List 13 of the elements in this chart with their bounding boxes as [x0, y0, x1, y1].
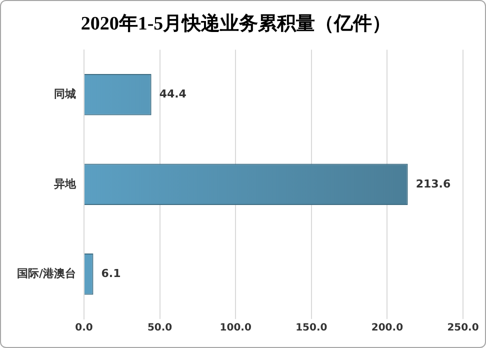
- data-label: 213.6: [416, 177, 451, 190]
- y-tick-label: 异地: [53, 177, 78, 190]
- y-tick-label: 国际/港澳台: [16, 266, 76, 280]
- x-tick-label: 150.0: [296, 322, 328, 334]
- x-tick-label: 0.0: [75, 322, 93, 334]
- x-tick-label: 200.0: [371, 322, 404, 334]
- data-label: 44.4: [159, 88, 187, 101]
- data-label: 6.1: [101, 266, 121, 280]
- x-tick-label: 100.0: [220, 322, 252, 334]
- x-tick-label: 50.0: [147, 322, 172, 334]
- x-tick-label: 250.0: [447, 322, 479, 334]
- chart-title: 2020年1-5月快递业务累积量（亿件）: [80, 12, 392, 34]
- y-tick-label: 同城: [54, 88, 76, 101]
